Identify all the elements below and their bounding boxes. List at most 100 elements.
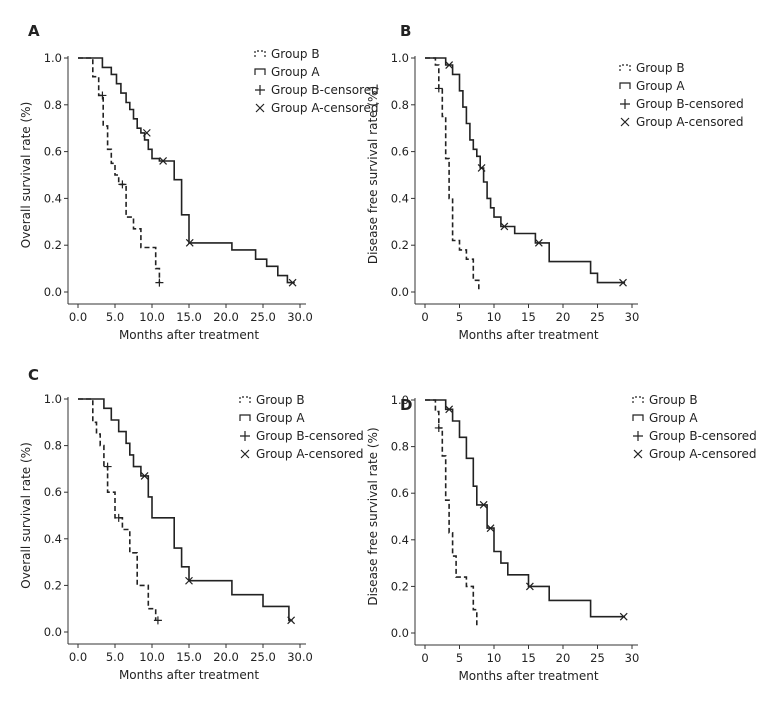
survival-curve-group-a bbox=[78, 398, 293, 622]
y-tick-label: 1.0 bbox=[44, 51, 62, 65]
x-axis-label: Months after treatment bbox=[119, 328, 259, 342]
survival-curve-group-a bbox=[425, 57, 626, 284]
y-tick-label: 0.6 bbox=[44, 485, 62, 499]
legend-label: Group B-censored bbox=[256, 429, 364, 443]
x-tick-label: 30 bbox=[625, 651, 640, 665]
legend-symbol bbox=[254, 68, 266, 75]
censor-mark-group-a bbox=[140, 471, 149, 480]
survival-curve-group-a bbox=[78, 57, 295, 284]
censor-mark-group-a bbox=[477, 164, 486, 172]
legend: Group B Group A Group B-censored Group A-ce… bbox=[254, 47, 379, 115]
x-tick-label: 20.0 bbox=[213, 310, 239, 324]
y-tick-label: 0.8 bbox=[391, 440, 409, 454]
legend-dashed-step bbox=[619, 64, 631, 71]
legend-plus bbox=[240, 431, 250, 441]
legend-symbol bbox=[620, 99, 630, 109]
legend-label: Group A bbox=[256, 411, 305, 425]
survival-curve-group-a bbox=[425, 399, 626, 618]
legend: Group B Group A Group B-censored Group A-ce… bbox=[632, 393, 757, 461]
legend-plus bbox=[633, 431, 643, 441]
legend-symbol bbox=[255, 85, 265, 95]
censor-mark-group-a bbox=[185, 576, 193, 585]
legend-label: Group A bbox=[271, 65, 320, 79]
censor-mark-group-a bbox=[479, 500, 488, 509]
x-tick-label: 0 bbox=[421, 310, 428, 324]
y-tick-label: 0.0 bbox=[44, 625, 62, 639]
censor-mark-group-b bbox=[434, 423, 443, 432]
censor-mark-group-b bbox=[155, 278, 164, 287]
y-tick-label: 0.2 bbox=[44, 578, 62, 592]
y-tick-label: 0.6 bbox=[391, 145, 409, 159]
legend-label: Group B-censored bbox=[271, 83, 379, 97]
legend-label: Group A-censored bbox=[649, 447, 756, 461]
y-tick-label: 0.0 bbox=[391, 626, 409, 640]
censor-mark-group-a bbox=[445, 61, 454, 69]
x-tick-label: 30.0 bbox=[287, 650, 313, 664]
legend-cross bbox=[240, 449, 250, 459]
legend-symbol bbox=[240, 431, 250, 441]
legend-solid-step bbox=[632, 414, 644, 421]
legend-symbol bbox=[619, 82, 631, 89]
legend-symbol bbox=[633, 431, 643, 441]
censor-mark-group-a bbox=[445, 405, 454, 414]
legend-symbol bbox=[255, 103, 265, 113]
y-axis-label: Overall survival rate (%) bbox=[19, 442, 33, 588]
legend-label: Group A bbox=[649, 411, 698, 425]
panel-d: D 0.0 0.2 0.4 0.6 0.8 1.0 0 5 10 15 20 25 30 Months af… bbox=[366, 393, 757, 683]
legend-plus bbox=[620, 99, 630, 109]
censor-mark-group-b bbox=[103, 462, 112, 471]
x-axis-label: Months after treatment bbox=[458, 328, 598, 342]
y-axis-label: Disease free survival rate (%) bbox=[366, 86, 380, 264]
x-tick-label: 20 bbox=[556, 310, 571, 324]
x-tick-label: 25 bbox=[590, 651, 605, 665]
panel-letter: D bbox=[400, 396, 412, 414]
y-tick-label: 0.8 bbox=[391, 98, 409, 112]
x-tick-label: 5 bbox=[456, 651, 463, 665]
x-tick-label: 5.0 bbox=[106, 650, 124, 664]
x-tick-label: 30 bbox=[625, 310, 640, 324]
legend-symbol bbox=[620, 117, 630, 127]
panel-a: A 0.0 0.2 0.4 0.6 0.8 1.0 0.0 5.0 10.0 15.0 20.0 25.… bbox=[19, 22, 379, 342]
survival-curve-group-b bbox=[425, 399, 478, 629]
legend-label: Group B-censored bbox=[649, 429, 757, 443]
legend-cross bbox=[620, 117, 630, 127]
censor-mark-group-a bbox=[159, 157, 168, 165]
legend-solid-step bbox=[619, 82, 631, 89]
censor-mark-group-a bbox=[500, 222, 509, 231]
x-tick-label: 25.0 bbox=[250, 310, 276, 324]
legend: Group B Group A Group B-censored Group A-ce… bbox=[619, 61, 744, 129]
censor-mark-group-a bbox=[142, 128, 151, 137]
panel-letter: A bbox=[28, 22, 40, 40]
y-tick-label: 0.8 bbox=[44, 439, 62, 453]
legend-symbol bbox=[619, 64, 631, 71]
y-tick-label: 0.4 bbox=[391, 533, 409, 547]
censor-mark-group-a bbox=[534, 238, 543, 247]
censor-mark-group-b bbox=[118, 180, 127, 189]
y-axis-label: Overall survival rate (%) bbox=[19, 102, 33, 248]
censor-mark-group-a bbox=[619, 278, 627, 287]
y-tick-label: 0.4 bbox=[44, 191, 62, 205]
x-tick-label: 25 bbox=[590, 310, 605, 324]
x-tick-label: 15.0 bbox=[176, 310, 202, 324]
legend-label: Group A-censored bbox=[636, 115, 743, 129]
y-tick-label: 0.6 bbox=[44, 145, 62, 159]
y-tick-label: 1.0 bbox=[391, 51, 409, 65]
legend: Group B Group A Group B-censored Group A-ce… bbox=[239, 393, 364, 461]
censor-mark-group-a bbox=[619, 612, 628, 621]
censor-mark-group-b bbox=[153, 616, 162, 625]
x-axis-label: Months after treatment bbox=[119, 668, 259, 682]
legend-solid-step bbox=[239, 414, 251, 421]
x-tick-label: 30.0 bbox=[287, 310, 313, 324]
censor-mark-group-b bbox=[434, 84, 443, 93]
y-tick-label: 0.2 bbox=[391, 238, 409, 252]
legend-label: Group B bbox=[636, 61, 685, 75]
legend-plus bbox=[255, 85, 265, 95]
legend-cross bbox=[255, 103, 265, 113]
x-tick-label: 15 bbox=[521, 651, 536, 665]
x-tick-label: 10 bbox=[487, 310, 502, 324]
legend-symbol bbox=[239, 414, 251, 421]
x-tick-label: 0.0 bbox=[69, 650, 87, 664]
legend-label: Group B bbox=[256, 393, 305, 407]
censor-mark-group-a bbox=[486, 524, 495, 533]
